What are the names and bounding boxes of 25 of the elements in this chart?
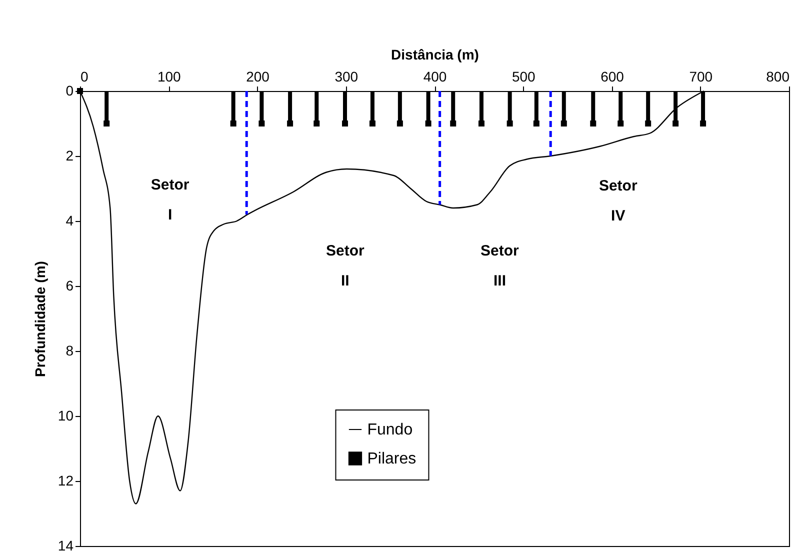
y-tick-label: 8: [66, 342, 74, 358]
y-tick-label: 0: [66, 82, 74, 98]
y-tick-label: 4: [66, 212, 74, 228]
annotation: Setor III: [480, 242, 520, 290]
annotation: Setor IV: [598, 178, 638, 225]
x-tick-label: 600: [600, 68, 624, 84]
legend-label: Fundo: [367, 422, 413, 438]
x-tick-label: 700: [689, 68, 713, 84]
annotation: Setor II: [326, 242, 364, 290]
y-axis-title: Profundidade (m): [32, 261, 48, 377]
y-tick-label: 14: [58, 538, 74, 554]
x-tick-label: 400: [423, 68, 447, 84]
annotation: Setor I: [150, 176, 190, 224]
x-tick-label: 800: [766, 68, 790, 84]
y-tick-label: 6: [66, 278, 74, 294]
y-tick-label: 12: [58, 472, 74, 488]
y-tick-label: 2: [66, 148, 74, 164]
x-tick-label: 200: [246, 68, 270, 84]
x-axis-title: Distância (m): [391, 46, 479, 62]
legend-label: Pilares: [367, 450, 416, 468]
x-tick-label: 500: [512, 68, 536, 84]
x-tick-label: 100: [157, 68, 182, 84]
x-tick-label: 300: [334, 68, 358, 84]
y-tick-label: 10: [58, 408, 74, 424]
x-tick-label: 0: [80, 68, 88, 84]
